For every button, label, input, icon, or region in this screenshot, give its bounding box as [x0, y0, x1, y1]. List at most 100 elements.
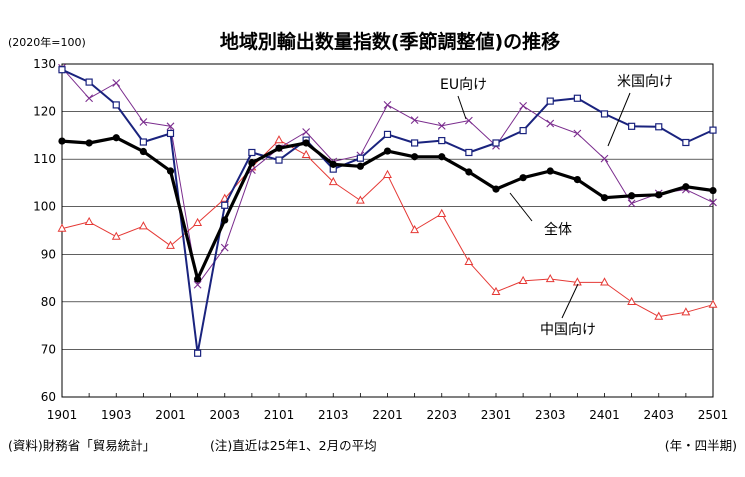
series-line: [61, 68, 714, 355]
data-point: [709, 126, 717, 134]
data-point: [58, 137, 66, 145]
data-point: [274, 135, 284, 144]
data-point: [138, 221, 148, 230]
x-tick-label: 2003: [209, 408, 240, 422]
data-point: [411, 139, 419, 147]
data-point: [328, 176, 338, 186]
data-point: [519, 126, 527, 135]
annotation-eu: EU向け: [440, 77, 487, 93]
series-1: [58, 66, 717, 357]
data-point: [383, 130, 392, 139]
footnote: (注)直近は25年1、2月の平均: [210, 438, 377, 453]
data-point: [627, 199, 636, 208]
data-point: [627, 296, 637, 305]
data-point: [600, 277, 609, 286]
data-point: [573, 175, 581, 184]
data-point: [193, 280, 202, 289]
data-point: [545, 273, 555, 283]
data-point: [464, 256, 474, 265]
x-tick-label: 2403: [643, 408, 674, 422]
data-point: [519, 101, 528, 110]
data-point: [194, 275, 202, 283]
data-point: [329, 160, 337, 168]
data-point: [465, 148, 473, 157]
data-point: [85, 94, 94, 103]
data-point: [302, 139, 310, 147]
data-point: [221, 201, 229, 209]
data-point: [112, 79, 121, 87]
grid: [62, 111, 713, 350]
data-point: [518, 275, 528, 285]
data-point: [166, 122, 175, 131]
data-point: [654, 311, 664, 320]
x-tick-label: 2103: [318, 408, 349, 422]
data-point: [193, 217, 203, 226]
data-point: [410, 224, 420, 234]
y-tick-label: 70: [41, 342, 56, 356]
chart-title: 地域別輸出数量指数(季節調整値)の推移: [220, 30, 560, 53]
x-tick-label: 1901: [47, 408, 78, 422]
data-point: [655, 191, 663, 199]
data-point: [708, 299, 718, 308]
x-tick-label: 2401: [589, 408, 620, 422]
y-tick-label: 100: [33, 200, 56, 214]
annotation-eu-line: [457, 95, 467, 120]
data-point: [411, 153, 419, 161]
data-point: [655, 123, 663, 131]
x-tick-label: 2001: [155, 408, 186, 422]
annotation-total-line: [509, 192, 533, 222]
data-point: [275, 156, 283, 164]
data-point: [166, 240, 175, 249]
data-point: [383, 147, 392, 155]
data-point: [437, 208, 447, 217]
data-point: [57, 223, 67, 232]
data-point: [573, 94, 581, 102]
data-point: [166, 129, 175, 138]
data-point: [302, 128, 311, 136]
data-point: [573, 129, 582, 138]
data-point: [221, 216, 229, 224]
y-tick-label: 80: [41, 295, 56, 309]
data-point: [682, 138, 690, 147]
x-unit-label: (年・四半期): [665, 438, 737, 453]
data-point: [681, 307, 691, 316]
x-tick-label: 1903: [101, 408, 132, 422]
x-tick-label: 2201: [372, 408, 403, 422]
data-point: [84, 216, 94, 226]
y-axis: 60 70 80 90 100 110 120 130: [33, 57, 56, 404]
x-tick-label: 2303: [535, 408, 566, 422]
y-tick-label: 130: [33, 57, 56, 71]
data-point: [709, 198, 717, 207]
series-3: [57, 135, 718, 320]
data-point: [58, 66, 66, 74]
data-point: [275, 144, 283, 152]
data-point: [139, 147, 147, 156]
data-point: [220, 193, 230, 202]
data-point: [438, 153, 446, 161]
data-point: [600, 110, 609, 118]
data-point: [628, 192, 636, 200]
annotation-us: 米国向け: [617, 74, 673, 90]
data-point: [437, 121, 446, 130]
data-point: [600, 154, 609, 163]
data-point: [682, 183, 690, 191]
data-point: [600, 194, 609, 202]
series-group: [57, 63, 718, 357]
x-tick-label: 2301: [481, 408, 512, 422]
series-line: [61, 139, 714, 318]
data-point: [220, 243, 229, 252]
unit-label: (2020年=100): [8, 35, 86, 49]
data-point: [194, 349, 202, 357]
data-point: [438, 136, 446, 145]
source-note: (資料)財務省「貿易統計」: [8, 438, 155, 453]
data-point: [356, 162, 364, 170]
x-axis: 1901 1903 2001 2003 2101 2103 2201 2203 2301 2303…: [47, 393, 728, 422]
y-tick-label: 110: [33, 152, 56, 166]
data-point: [383, 101, 392, 109]
data-point: [111, 231, 121, 240]
data-point: [85, 78, 93, 86]
data-point: [85, 139, 93, 147]
series-0: [58, 134, 717, 283]
annotation-us-line: [607, 92, 631, 147]
